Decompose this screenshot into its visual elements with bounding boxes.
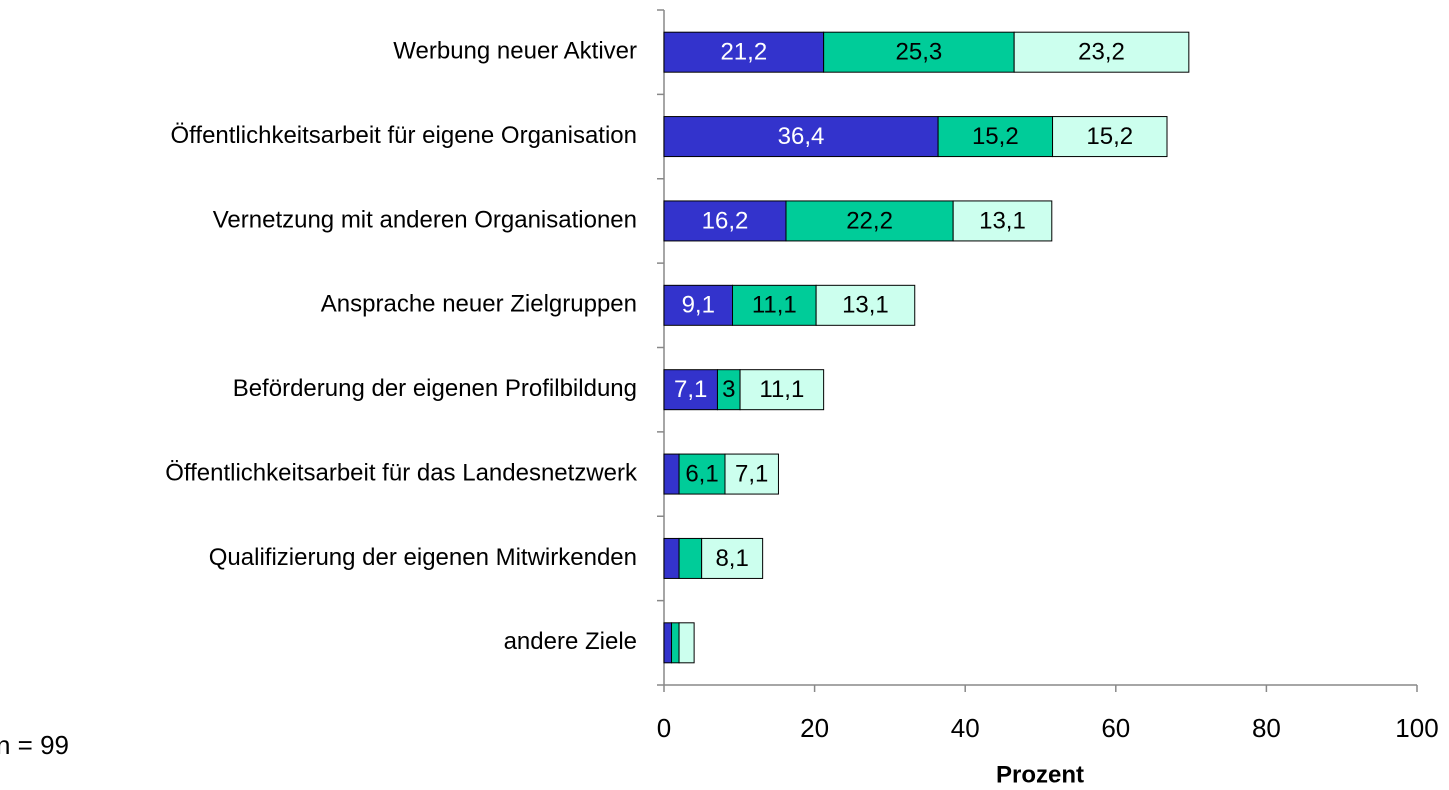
bar-segment [678,622,695,664]
bar-segment [678,537,703,579]
data-label: 13,1 [979,207,1026,234]
y-tick-label: andere Ziele [504,628,637,655]
bar-segment [663,537,680,579]
x-tick-label: 100 [1395,713,1438,743]
data-label: 11,1 [759,376,804,403]
bar-segment [663,284,734,326]
bar-segment [671,622,680,664]
bar-segment [815,284,916,326]
data-label: 7,1 [735,460,768,487]
y-tick-label: Ansprache neuer Zielgruppen [321,291,637,318]
y-tick-label: Vernetzung mit anderen Organisationen [213,206,637,233]
x-tick-label: 80 [1252,713,1281,743]
data-label: 7,1 [674,376,707,403]
y-tick-label: Qualifizierung der eigenen Mitwirkenden [209,544,637,571]
data-label: 6,1 [685,460,718,487]
bar-segment [1013,31,1190,73]
bar-segment [739,369,825,411]
data-label: 9,1 [682,292,715,319]
data-label: 25,3 [896,39,943,66]
bar-segment [952,200,1053,242]
data-label: 15,2 [972,123,1019,150]
data-label: 11,1 [752,292,797,319]
bar-segment [663,622,673,664]
data-label: 16,2 [702,207,749,234]
x-tick-label: 40 [951,713,980,743]
x-tick-label: 20 [800,713,829,743]
bar-segment [663,31,825,73]
data-label: 15,2 [1086,123,1133,150]
data-label: 22,2 [846,207,893,234]
bar-segment [1052,116,1168,158]
y-tick-label: Beförderung der eigenen Profilbildung [233,375,637,402]
data-label: 13,1 [842,292,889,319]
y-tick-label: Öffentlichkeitsarbeit für das Landesnetz… [165,459,638,486]
bar-segment [823,31,1015,73]
x-tick-label: 0 [657,713,671,743]
bar-segment [663,200,787,242]
data-label: 3 [722,376,735,403]
x-tick-label: 60 [1101,713,1130,743]
sample-size-note: n = 99 [0,730,69,760]
x-axis-label: Prozent [996,761,1084,788]
y-tick-label: Öffentlichkeitsarbeit für eigene Organis… [171,122,638,149]
data-label: 36,4 [778,123,825,150]
bar-segment [663,453,680,495]
data-label: 21,2 [720,39,767,66]
data-label: 8,1 [715,545,748,572]
data-label: 23,2 [1078,39,1125,66]
bar-segment [701,537,764,579]
bar-segment [785,200,954,242]
y-tick-label: Werbung neuer Aktiver [393,38,637,65]
bar-segment [732,284,817,326]
bar-segment [724,453,779,495]
